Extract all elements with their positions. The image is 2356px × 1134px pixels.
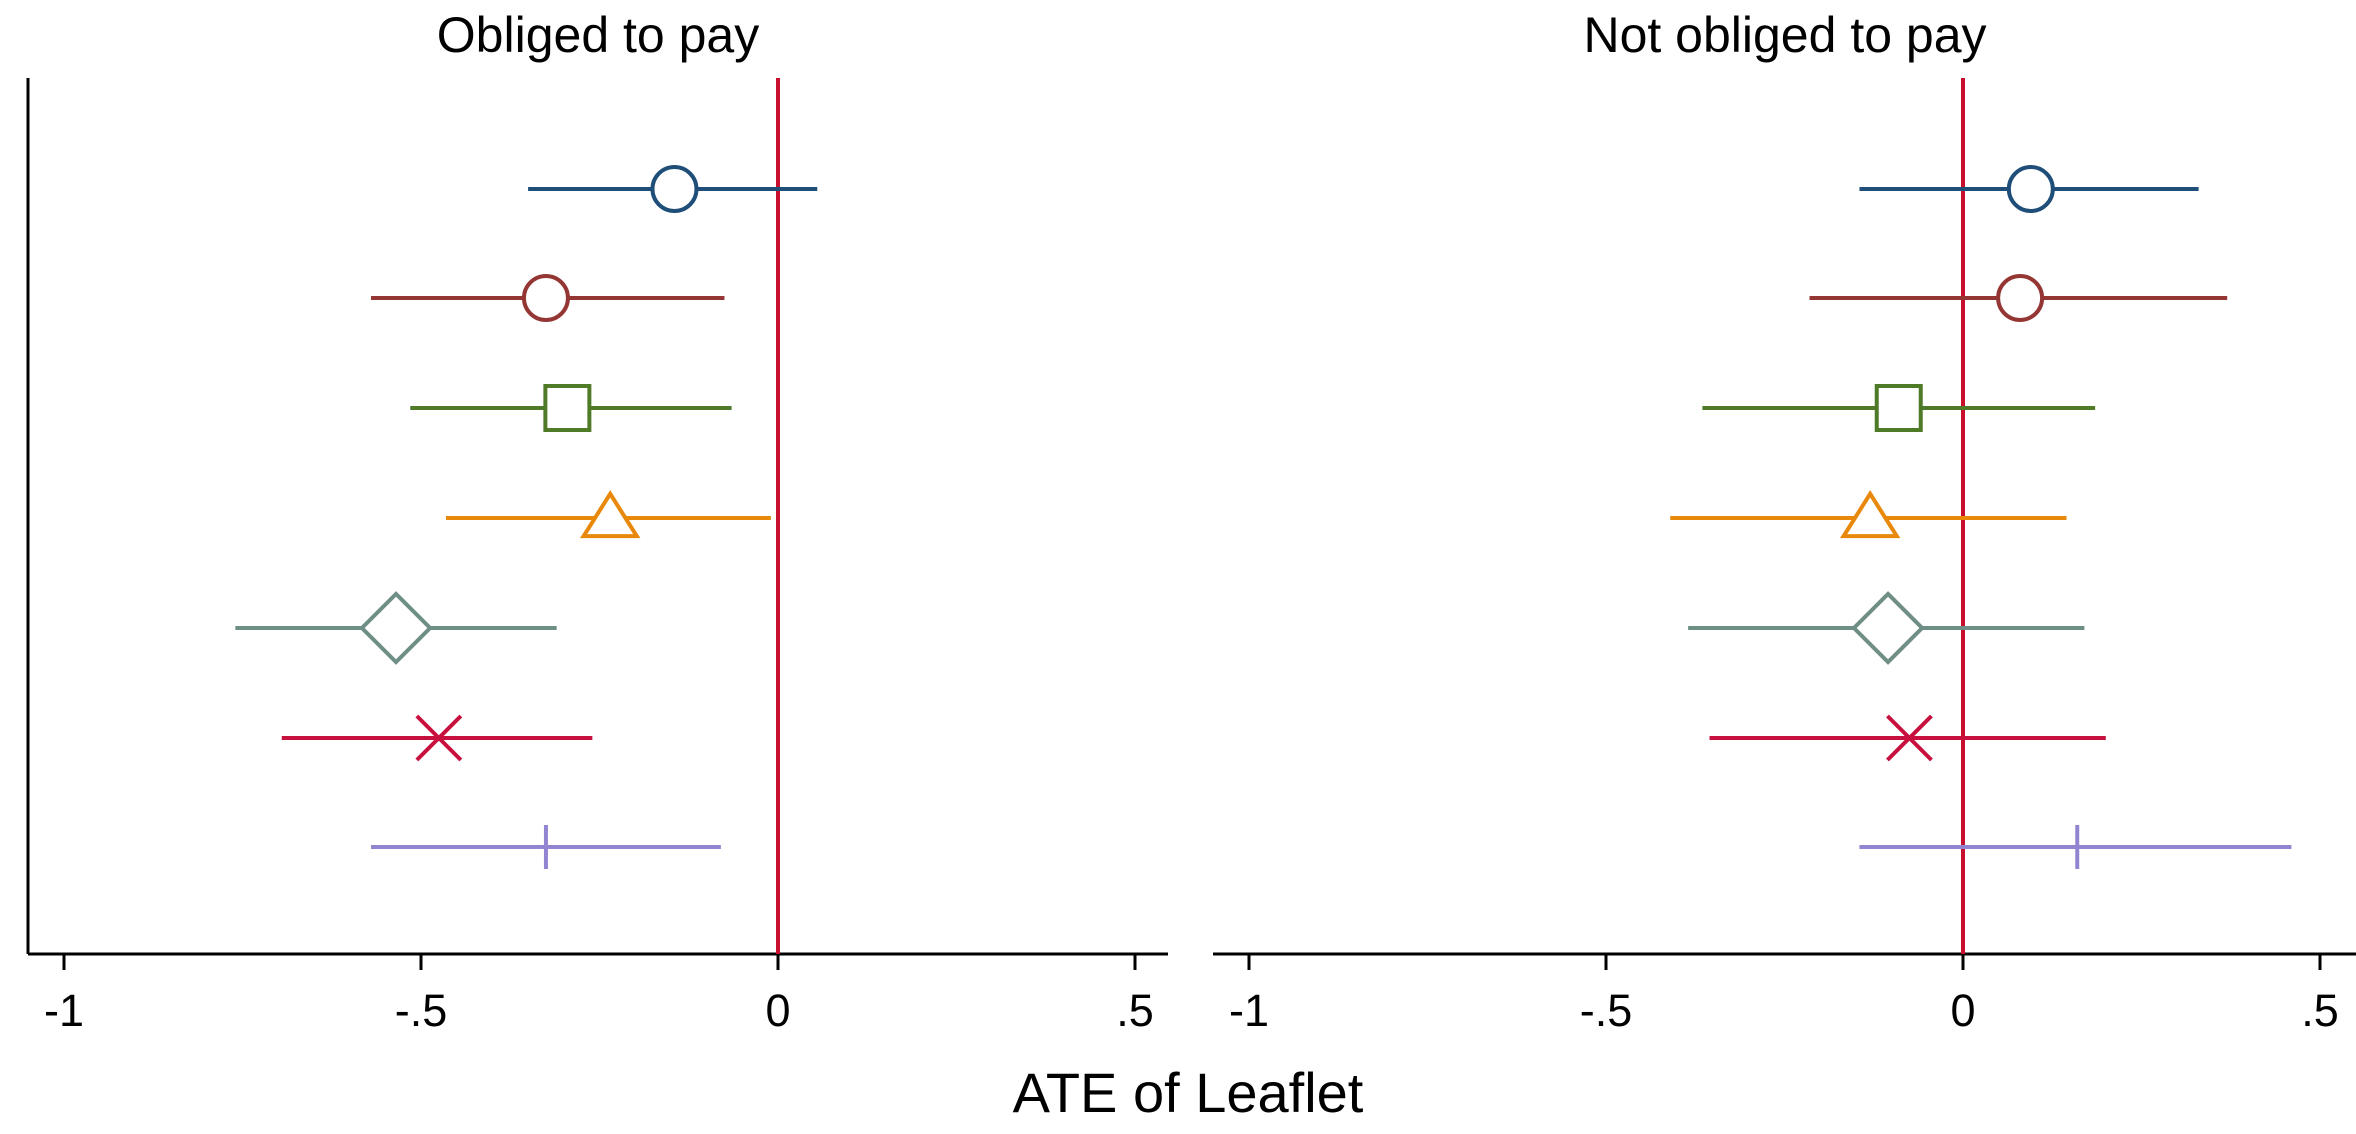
circle-marker <box>521 274 570 322</box>
x-marker <box>415 714 463 762</box>
estimate-3 <box>410 384 732 432</box>
estimate-7 <box>1859 825 2292 869</box>
square-marker <box>1874 384 1923 432</box>
estimate-7 <box>371 825 721 869</box>
circle-marker <box>1996 274 2045 322</box>
x-tick-label: .5 <box>2301 985 2339 1036</box>
circle-marker <box>2006 165 2055 213</box>
estimate-1 <box>1859 165 2199 213</box>
diamond-marker <box>359 591 433 665</box>
x-tick-label: -.5 <box>1580 985 1633 1036</box>
circle-marker <box>650 165 699 213</box>
estimate-6 <box>1709 714 2106 762</box>
estimate-4 <box>1670 490 2067 539</box>
panel-title: Obliged to pay <box>437 7 759 63</box>
triangle-marker <box>1839 490 1901 539</box>
estimate-5 <box>1688 591 2085 665</box>
estimate-4 <box>445 490 771 539</box>
estimate-5 <box>235 591 557 665</box>
panel-2: Not obliged to pay -1 -.5 0 .5 <box>1213 7 2356 1036</box>
triangle-marker <box>579 490 641 539</box>
estimate-1 <box>528 165 818 213</box>
panel-1: Obliged to pay -1 -.5 0 .5 <box>28 7 1168 1036</box>
estimate-2 <box>1809 274 2228 322</box>
estimate-2 <box>371 274 725 322</box>
x-axis-title: ATE of Leaflet <box>1013 1061 1364 1124</box>
square-marker <box>543 384 592 432</box>
x-tick-label: -1 <box>1229 985 1269 1036</box>
x-tick-label: 0 <box>765 985 790 1036</box>
diamond-marker <box>1851 591 1925 665</box>
x-tick-label: -.5 <box>395 985 448 1036</box>
x-tick-label: .5 <box>1116 985 1154 1036</box>
x-tick-label: 0 <box>1950 985 1975 1036</box>
x-tick-label: -1 <box>44 985 84 1036</box>
panel-title: Not obliged to pay <box>1583 7 1986 63</box>
estimate-6 <box>281 714 593 762</box>
estimate-3 <box>1702 384 2096 432</box>
x-marker <box>1886 714 1933 762</box>
